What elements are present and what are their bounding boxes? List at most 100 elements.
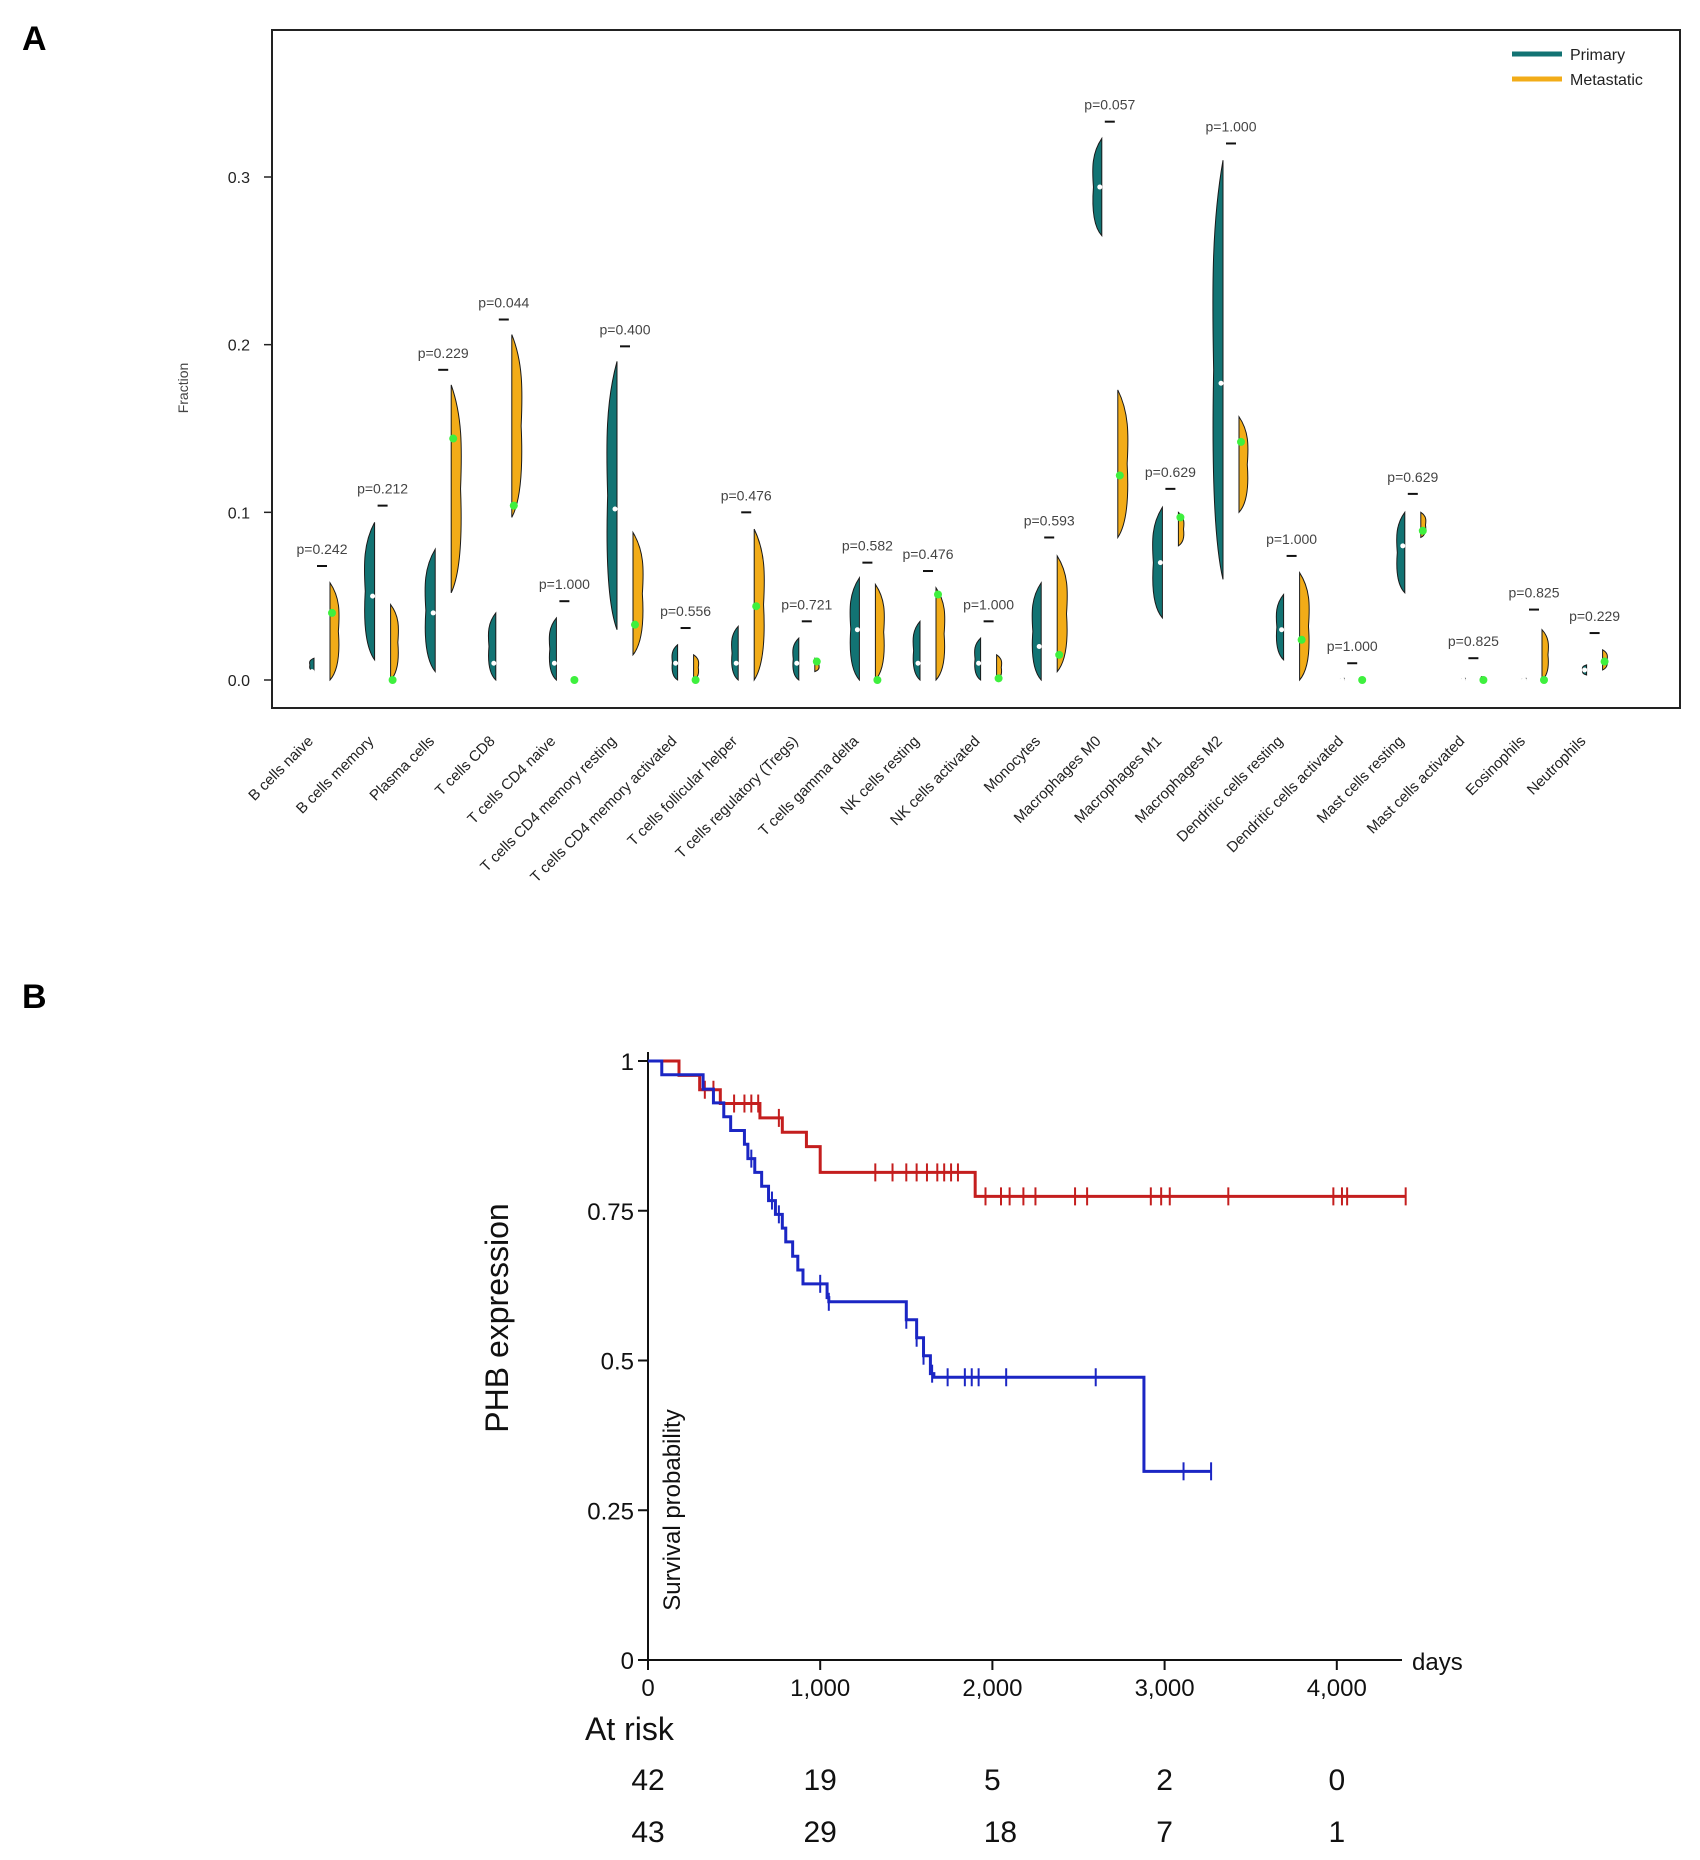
violin-pair bbox=[1460, 676, 1488, 684]
violin-primary bbox=[974, 636, 982, 681]
median-marker-primary bbox=[1036, 643, 1042, 649]
median-marker-primary bbox=[1279, 627, 1285, 633]
violin-pair bbox=[792, 636, 821, 681]
median-marker-metastatic bbox=[994, 674, 1003, 683]
median-marker-primary bbox=[915, 660, 921, 666]
p-value-label: p=0.629 bbox=[1145, 464, 1196, 480]
median-marker-metastatic bbox=[1600, 657, 1609, 666]
panel-b-curves bbox=[648, 1059, 1407, 1481]
violin-pair bbox=[1275, 571, 1310, 682]
panel-a-y-axis-label: Fraction bbox=[175, 363, 191, 414]
p-value-label: p=0.476 bbox=[903, 546, 954, 562]
median-marker-metastatic bbox=[812, 657, 821, 666]
panel-a-p-values: p=0.242 p=0.212 p=0.229 p=0.044 p=1.000 p=0.4… bbox=[297, 97, 1620, 665]
violin-metastatic bbox=[1299, 571, 1310, 682]
y-tick-label: 0.3 bbox=[228, 170, 250, 187]
median-marker-primary bbox=[1400, 543, 1406, 549]
median-marker-metastatic bbox=[328, 608, 336, 617]
p-value-label: p=0.057 bbox=[1084, 97, 1135, 113]
category-label: T cells CD8 bbox=[432, 733, 499, 800]
median-marker-primary bbox=[1521, 677, 1527, 683]
category-label: T cells follicular helper bbox=[624, 733, 741, 850]
p-value-label: p=0.229 bbox=[418, 345, 469, 361]
violin-pair bbox=[671, 643, 700, 684]
violin-pair bbox=[1031, 554, 1068, 682]
median-marker-primary bbox=[1157, 560, 1163, 566]
y-tick-label: 0.1 bbox=[228, 505, 250, 522]
violin-primary bbox=[849, 576, 860, 682]
violin-pair bbox=[487, 334, 523, 682]
median-marker-primary bbox=[1097, 184, 1103, 190]
violin-primary bbox=[1031, 581, 1042, 682]
median-marker-metastatic bbox=[509, 501, 518, 510]
median-marker-primary bbox=[491, 660, 497, 666]
violin-pair bbox=[731, 528, 765, 682]
x-tick-label: 3,000 bbox=[1135, 1675, 1195, 1702]
p-value-label: p=0.212 bbox=[357, 481, 408, 497]
violin-pair bbox=[974, 636, 1003, 683]
violin-primary bbox=[363, 522, 376, 662]
at-risk-count: 7 bbox=[1156, 1816, 1173, 1849]
violin-pair bbox=[1521, 628, 1549, 684]
median-marker-metastatic bbox=[1540, 676, 1548, 684]
p-value-label: p=0.825 bbox=[1448, 633, 1499, 649]
violin-primary bbox=[1275, 593, 1285, 662]
at-risk-count: 42 bbox=[631, 1764, 664, 1797]
violin-pair bbox=[849, 576, 885, 684]
at-risk-count: 1 bbox=[1328, 1816, 1345, 1849]
median-marker-metastatic bbox=[873, 676, 882, 684]
category-label: Plasma cells bbox=[366, 733, 438, 805]
p-value-label: p=0.721 bbox=[781, 596, 832, 612]
p-value-label: p=1.000 bbox=[1206, 118, 1257, 134]
x-tick-label: 4,000 bbox=[1307, 1675, 1367, 1702]
median-marker-primary bbox=[1582, 667, 1588, 673]
category-label: Eosinophils bbox=[1463, 733, 1529, 799]
y-tick-label: 0.0 bbox=[228, 673, 250, 690]
median-marker-metastatic bbox=[1055, 650, 1064, 659]
p-value-label: p=1.000 bbox=[1327, 638, 1378, 654]
panel-b-x-axis-label: days bbox=[1412, 1649, 1463, 1676]
y-tick-label: 0.25 bbox=[587, 1498, 634, 1525]
violin-primary bbox=[606, 361, 618, 630]
at-risk-label: At risk bbox=[585, 1711, 675, 1747]
median-marker-metastatic bbox=[1115, 471, 1124, 480]
legend-primary-label: Primary bbox=[1570, 47, 1625, 64]
at-risk-count: 43 bbox=[631, 1816, 664, 1849]
p-value-label: p=0.825 bbox=[1509, 585, 1560, 601]
y-tick-label: 0.2 bbox=[228, 338, 250, 355]
median-marker-primary bbox=[1460, 677, 1466, 683]
median-marker-primary bbox=[1339, 677, 1345, 683]
violin-metastatic bbox=[390, 603, 399, 682]
violin-pair bbox=[1152, 505, 1185, 620]
median-marker-metastatic bbox=[449, 434, 458, 443]
median-marker-primary bbox=[430, 610, 436, 616]
panel-a-legend: Primary Metastatic bbox=[1512, 47, 1643, 89]
panel-b-axes: 0 0.25 0.5 0.75 1 0 1,000 2,000 3,000 4,000 bbox=[587, 1049, 1402, 1702]
category-label: Dendritic cells resting bbox=[1174, 733, 1287, 846]
violin-pair bbox=[424, 384, 462, 674]
at-risk-table: 42 19 5 2 0 43 29 18 7 1 bbox=[631, 1764, 1345, 1849]
median-marker-metastatic bbox=[570, 676, 579, 684]
median-marker-metastatic bbox=[1358, 676, 1367, 684]
at-risk-count: 19 bbox=[804, 1764, 837, 1797]
median-marker-metastatic bbox=[1418, 526, 1427, 535]
y-tick-label: 0.75 bbox=[587, 1199, 634, 1226]
category-label: T cells regulatory (Tregs) bbox=[672, 733, 801, 862]
y-tick-label: 1 bbox=[621, 1049, 634, 1076]
median-marker-primary bbox=[1218, 380, 1224, 386]
p-value-label: p=0.400 bbox=[600, 321, 651, 337]
median-marker-primary bbox=[733, 660, 739, 666]
p-value-label: p=0.044 bbox=[478, 295, 529, 311]
p-value-label: p=0.476 bbox=[721, 487, 772, 503]
violin-primary bbox=[1152, 505, 1163, 620]
x-tick-label: 0 bbox=[641, 1675, 654, 1702]
category-label: Monocytes bbox=[981, 733, 1044, 796]
median-marker-metastatic bbox=[1479, 676, 1488, 684]
violin-pair bbox=[912, 586, 946, 682]
violin-pair bbox=[1212, 160, 1249, 580]
violin-pair bbox=[548, 616, 579, 684]
p-value-label: p=0.556 bbox=[660, 603, 711, 619]
category-label: T cells gamma delta bbox=[755, 732, 862, 839]
